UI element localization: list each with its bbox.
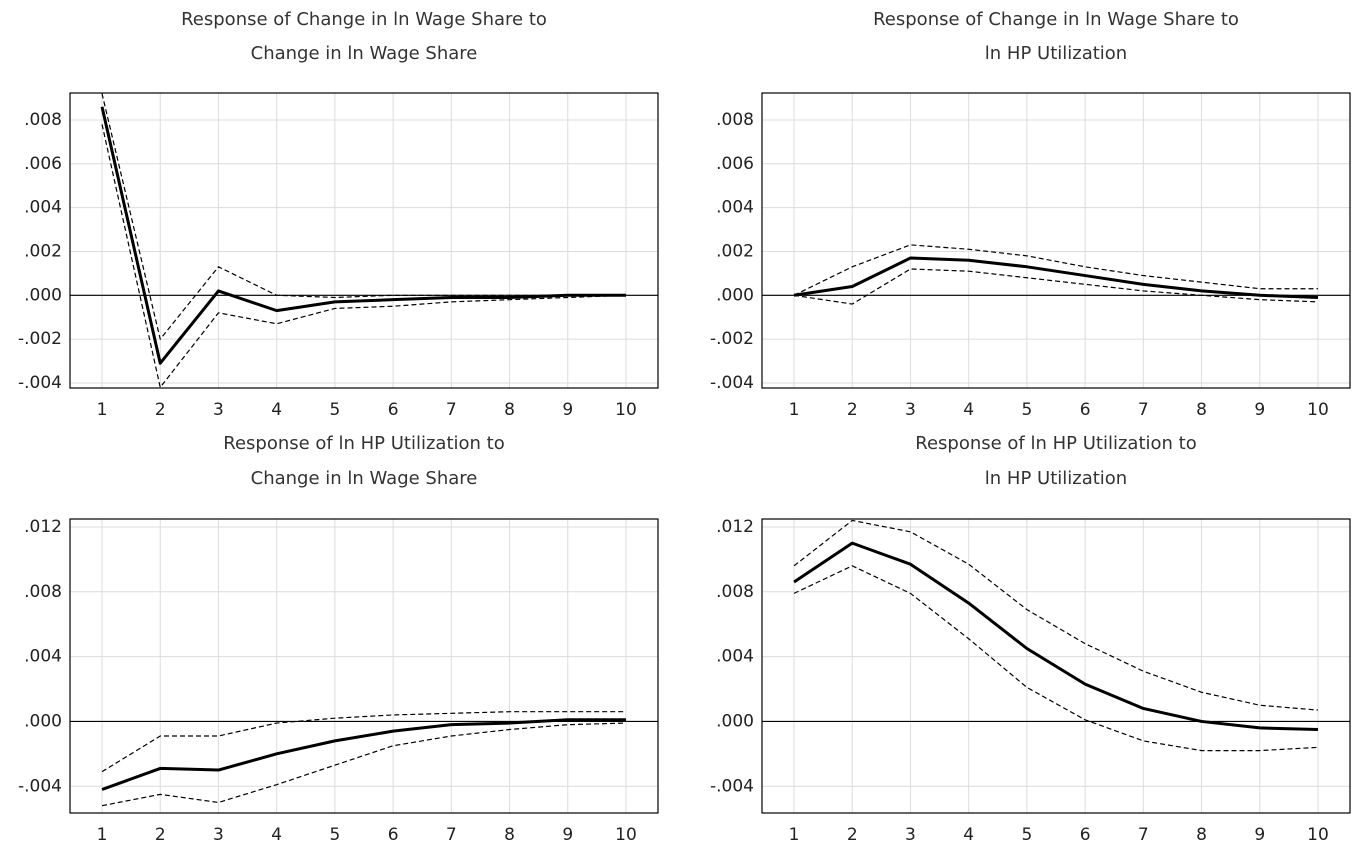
y-tick-label: -.004 xyxy=(18,776,62,796)
confidence-band-line xyxy=(793,565,1319,752)
chart-title: Response of ln HP Utilization to xyxy=(915,433,1196,454)
x-tick-label: 6 xyxy=(1080,825,1091,845)
y-tick-label: .008 xyxy=(716,582,754,602)
x-tick-label: 3 xyxy=(213,825,224,845)
chart-title: ln HP Utilization xyxy=(985,43,1127,64)
confidence-band-line xyxy=(793,244,1318,296)
x-tick-label: 10 xyxy=(615,400,637,420)
x-tick-label: 5 xyxy=(329,825,340,845)
panel: Response of Change in ln Wage Share to Ch… xyxy=(18,9,659,420)
y-tick-label: .002 xyxy=(24,241,62,261)
y-tick-label: .000 xyxy=(24,711,62,731)
y-tick-label: .012 xyxy=(716,517,754,537)
y-tick-label: -.004 xyxy=(710,373,754,393)
y-tick-label: .008 xyxy=(24,582,62,602)
y-tick-label: -.004 xyxy=(710,776,754,796)
confidence-band-line xyxy=(101,711,626,773)
plot-frame xyxy=(69,92,659,389)
x-tick-label: 8 xyxy=(1196,400,1207,420)
x-tick-label: 4 xyxy=(963,825,974,845)
y-tick-label: .000 xyxy=(716,711,754,731)
y-tick-label: .012 xyxy=(24,517,62,537)
x-tick-label: 10 xyxy=(1307,400,1329,420)
x-tick-label: 2 xyxy=(847,400,858,420)
y-tick-label: .008 xyxy=(716,110,754,130)
chart-title: ln HP Utilization xyxy=(985,468,1127,489)
y-tick-label: .008 xyxy=(24,110,62,130)
x-tick-label: 6 xyxy=(388,825,399,845)
y-tick-label: -.002 xyxy=(18,329,62,349)
x-tick-label: 6 xyxy=(1080,400,1091,420)
confidence-band-line xyxy=(793,268,1319,305)
plot-frame xyxy=(69,518,659,814)
chart-title: Change in ln Wage Share xyxy=(251,468,478,489)
x-tick-label: 7 xyxy=(446,400,457,420)
confidence-band-line xyxy=(101,93,626,340)
x-tick-label: 7 xyxy=(1138,825,1149,845)
plot-frame xyxy=(761,92,1351,389)
x-tick-label: 8 xyxy=(504,400,515,420)
y-tick-label: -.002 xyxy=(710,329,754,349)
response-line xyxy=(793,541,1319,732)
x-tick-label: 8 xyxy=(504,825,515,845)
x-tick-label: 4 xyxy=(271,400,282,420)
x-tick-label: 2 xyxy=(155,400,166,420)
y-tick-label: .006 xyxy=(716,154,754,174)
x-tick-label: 7 xyxy=(446,825,457,845)
x-tick-label: 7 xyxy=(1138,400,1149,420)
y-tick-label: .004 xyxy=(24,647,62,667)
x-tick-label: 1 xyxy=(789,400,800,420)
confidence-band-line xyxy=(793,519,1319,711)
y-tick-label: .000 xyxy=(24,285,62,305)
x-tick-label: 9 xyxy=(562,400,573,420)
y-tick-label: .004 xyxy=(24,198,62,218)
x-tick-label: 3 xyxy=(213,400,224,420)
y-tick-label: .006 xyxy=(24,154,62,174)
response-line xyxy=(793,256,1319,299)
x-tick-label: 5 xyxy=(1021,825,1032,845)
x-tick-label: 1 xyxy=(97,400,108,420)
x-tick-label: 9 xyxy=(1254,825,1265,845)
y-tick-label: -.004 xyxy=(18,373,62,393)
y-tick-label: .004 xyxy=(716,647,754,667)
response-line xyxy=(101,718,626,791)
y-tick-label: .002 xyxy=(716,241,754,261)
panel: Response of Change in ln Wage Share to ln… xyxy=(710,9,1351,420)
panel: Response of ln HP Utilization to ln HP Ut… xyxy=(710,433,1351,845)
x-tick-label: 5 xyxy=(1021,400,1032,420)
x-tick-label: 9 xyxy=(1254,400,1265,420)
chart-title: Response of Change in ln Wage Share to xyxy=(181,9,547,30)
x-tick-label: 10 xyxy=(615,825,637,845)
x-tick-label: 8 xyxy=(1196,825,1207,845)
x-tick-label: 6 xyxy=(388,400,399,420)
x-tick-label: 4 xyxy=(271,825,282,845)
x-tick-label: 9 xyxy=(562,825,573,845)
chart-title: Change in ln Wage Share xyxy=(251,43,478,64)
y-tick-label: .004 xyxy=(716,198,754,218)
plot-frame xyxy=(761,518,1351,814)
chart-title: Response of ln HP Utilization to xyxy=(223,433,504,454)
x-tick-label: 2 xyxy=(155,825,166,845)
x-tick-label: 3 xyxy=(905,400,916,420)
confidence-band-line xyxy=(101,124,627,388)
response-line xyxy=(100,106,626,365)
y-tick-label: .000 xyxy=(716,285,754,305)
x-tick-label: 1 xyxy=(789,825,800,845)
confidence-band-line xyxy=(101,722,626,807)
panel: Response of ln HP Utilization to Change i… xyxy=(18,433,659,845)
x-tick-label: 4 xyxy=(963,400,974,420)
chart-title: Response of Change in ln Wage Share to xyxy=(873,9,1239,30)
x-tick-label: 5 xyxy=(329,400,340,420)
x-tick-label: 1 xyxy=(97,825,108,845)
x-tick-label: 10 xyxy=(1307,825,1329,845)
x-tick-label: 3 xyxy=(905,825,916,845)
x-tick-label: 2 xyxy=(847,825,858,845)
